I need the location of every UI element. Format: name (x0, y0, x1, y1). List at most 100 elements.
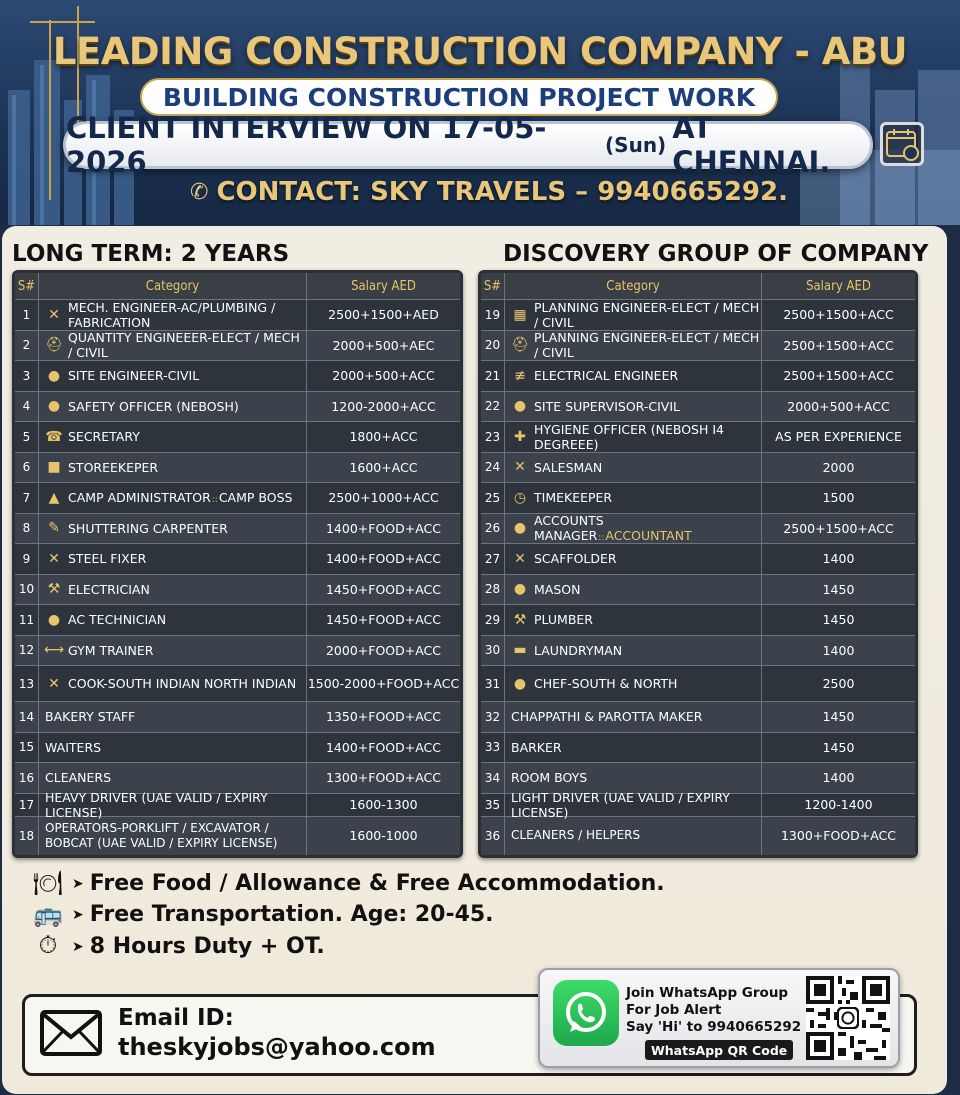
category-label: BARKER (511, 739, 562, 755)
stopwatch-icon: ⏱ (38, 932, 58, 959)
row-category-text: PLANNING ENGINEER-ELECT / MECH / CIVIL (534, 300, 761, 330)
row-category: ☎ SECRETARY (39, 422, 307, 452)
table-row: 25 ◷ TIMEKEEPER 1500 (481, 483, 915, 514)
row-category: ⛑ PLANNING ENGINEER-ELECT / MECH / CIVIL (505, 330, 762, 361)
row-category-text: QUANTITY ENGINEEER-ELECT / MECH / CIVIL (68, 330, 306, 360)
row-salary: 2000+500+ACC (332, 368, 435, 384)
row-category-text: SECRETARY (68, 429, 140, 444)
row-category-text: AC TECHNICIAN (68, 612, 166, 627)
row-category-text: CLEANERS / HELPERS (511, 828, 640, 843)
row-category: ● MASON (505, 574, 762, 604)
row-category-text: OPERATORS-PORKLIFT / EXCAVATOR / BOBCAT … (45, 821, 306, 851)
table-row: 5 ☎ SECRETARY 1800+ACC (15, 422, 460, 453)
row-category: LIGHT DRIVER (UAE VALID / EXPIRY LICENSE… (505, 790, 762, 820)
whatsapp-icon (553, 980, 619, 1046)
email-address[interactable]: theskyjobs@yahoo.com (118, 1033, 436, 1061)
row-number: 1 (15, 300, 39, 330)
contact-line: ✆ CONTACT: SKY TRAVELS – 9940665292. (190, 174, 788, 210)
row-salary: 1200-1400 (804, 797, 873, 812)
category-label: SITE ENGINEER-CIVIL (68, 368, 200, 384)
dumbbell-icon: ⟷ (43, 642, 65, 659)
subtitle-pill: BUILDING CONSTRUCTION PROJECT WORK (140, 78, 778, 116)
row-category: CHAPPATHI & PAROTTA MAKER (505, 702, 762, 732)
row-category: ● ACCOUNTS MANAGER::ACCOUNTANT (505, 513, 762, 544)
row-salary: 2500+1500+ACC (783, 520, 894, 536)
benefit-food: 🍽 ➤ Free Food / Allowance & Free Accommo… (30, 869, 665, 897)
row-category-text: COOK-SOUTH INDIAN NORTH INDIAN (68, 676, 296, 691)
table-row: 20 ⛑ PLANNING ENGINEER-ELECT / MECH / CIVI… (481, 330, 915, 361)
row-number: 8 (15, 513, 39, 543)
row-salary: AS PER EXPERIENCE (775, 429, 902, 445)
category-label: AC TECHNICIAN (68, 612, 167, 628)
row-number: 29 (481, 605, 505, 635)
row-salary: 2500+1500+ACC (783, 337, 894, 353)
table-row: 32 CHAPPATHI & PAROTTA MAKER 1450 (481, 702, 915, 733)
row-category: ▬ LAUNDRYMAN (505, 635, 762, 665)
row-category: ROOM BOYS (505, 763, 762, 793)
header-salary: Salary AED (806, 278, 871, 294)
row-salary: 2500+1500+AED (328, 307, 439, 323)
right-section-heading: DISCOVERY GROUP OF COMPANY (503, 241, 929, 267)
table-row: 3 ● SITE ENGINEER-CIVIL 2000+500+ACC (15, 361, 460, 392)
row-category-text: PLUMBER (534, 612, 593, 627)
category-label: CHAPPATHI & PAROTTA MAKER (511, 709, 703, 725)
left-job-table: S# Category Salary AED 1 ✕ MECH. ENGINEER-AC/… (12, 270, 463, 858)
header-sn: S# (481, 273, 505, 299)
row-category: CLEANERS (39, 763, 307, 793)
row-category: ● AC TECHNICIAN (39, 605, 307, 635)
row-number: 24 (481, 452, 505, 482)
left-section-heading: LONG TERM: 2 YEARS (12, 241, 290, 267)
row-category: ✕ MECH. ENGINEER-AC/PLUMBING / FABRICATIO… (39, 300, 307, 330)
row-category-text: STOREEKEPER (68, 460, 158, 475)
table-row: 18 OPERATORS-PORKLIFT / EXCAVATOR / BOBCA… (15, 816, 460, 855)
cutlery-icon: ✕ (48, 675, 60, 692)
plate-icon: 🍽 (32, 869, 64, 897)
wrench-icon: ✎ (48, 520, 60, 537)
category-label: ELECTRICIAN (68, 581, 150, 597)
category-label: TIMEKEEPER (534, 490, 613, 506)
safety-officer-icon: ● (47, 398, 61, 415)
category-separator: :: (211, 495, 218, 506)
secretary-icon: ☎ (45, 428, 63, 445)
category-label: ACCOUNTS MANAGER (534, 513, 604, 544)
qr-code-image[interactable] (806, 976, 890, 1060)
row-salary: 1400+FOOD+ACC (325, 520, 442, 536)
row-category-text: ROOM BOYS (511, 770, 587, 785)
row-category: ✚ HYGIENE OFFICER (NEBOSH I4 DEGREEE) (505, 422, 762, 452)
briefcase-icon: ■ (47, 459, 61, 476)
row-category-text: SALESMAN (534, 460, 602, 475)
table-row: 13 ✕ COOK-SOUTH INDIAN NORTH INDIAN 1500-20… (15, 666, 460, 702)
arrow-icon: ➤ (72, 937, 84, 954)
row-category-text: LAUNDRYMAN (534, 643, 622, 658)
category-label: STEEL FIXER (68, 551, 147, 567)
row-salary: 1600-1300 (349, 797, 418, 812)
row-number: 30 (481, 635, 505, 665)
row-number: 31 (481, 666, 505, 701)
category-label: PLANNING ENGINEER-ELECT / MECH / CIVIL (534, 330, 760, 361)
clock-icon: ◷ (513, 489, 527, 506)
table-row: 7 ▲ CAMP ADMINISTRATOR::CAMP BOSS 2500+1000… (15, 483, 460, 514)
header-category: Category (505, 273, 762, 299)
category-label: CLEANERS / HELPERS (511, 828, 641, 842)
table-row: 10 ⚒ ELECTRICIAN 1450+FOOD+ACC (15, 574, 460, 605)
table-row: 6 ■ STOREEKEPER 1600+ACC (15, 452, 460, 483)
row-category: ≢ ELECTRICAL ENGINEER (505, 361, 762, 391)
row-salary: 2000 (822, 459, 855, 475)
worker-icon: ● (47, 367, 61, 384)
table-row: 19 ▦ PLANNING ENGINEER-ELECT / MECH / CIVI… (481, 300, 915, 331)
row-number: 13 (15, 666, 39, 701)
row-category: ■ STOREEKEPER (39, 452, 307, 482)
hardhat-icon: ⛑ (511, 337, 529, 354)
whatsapp-qr-label: WhatsApp QR Code (645, 1040, 794, 1060)
row-category-text: WAITERS (45, 740, 101, 755)
row-salary: 1450 (822, 612, 855, 628)
row-salary: 1400+FOOD+ACC (325, 551, 442, 567)
hardhat-icon: ⛑ (45, 337, 63, 354)
table-row: 29 ⚒ PLUMBER 1450 (481, 605, 915, 636)
row-salary: 1450+FOOD+ACC (325, 612, 442, 628)
category-label: SHUTTERING CARPENTER (68, 520, 228, 536)
table-row: 9 ✕ STEEL FIXER 1400+FOOD+ACC (15, 544, 460, 575)
row-category: ● SITE ENGINEER-CIVIL (39, 361, 307, 391)
table-row: 8 ✎ SHUTTERING CARPENTER 1400+FOOD+ACC (15, 513, 460, 544)
row-number: 20 (481, 330, 505, 360)
